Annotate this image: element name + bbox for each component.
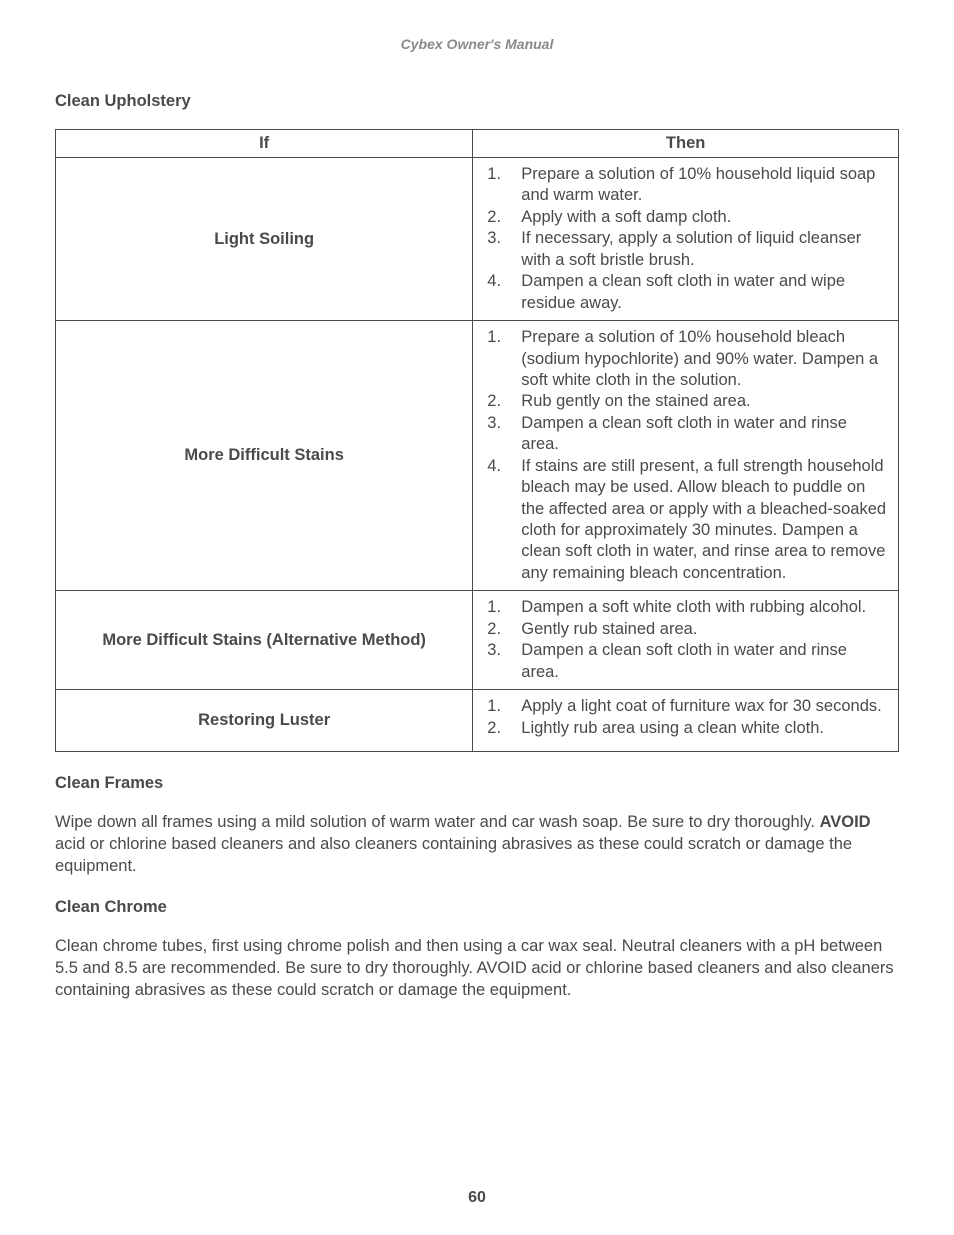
text-part: acid or chlorine based cleaners and also… [55,835,852,875]
step-num: 1. [483,696,521,717]
step-text: Dampen a clean soft cloth in water and r… [521,640,888,683]
step-text: Lightly rub area using a clean white clo… [521,718,888,739]
step-num: 1. [483,164,521,185]
clean-chrome-paragraph: Clean chrome tubes, first using chrome p… [55,935,899,1002]
step-text: Apply a light coat of furniture wax for … [521,696,888,717]
step-num: 2. [483,718,521,739]
step-text: Apply with a soft damp cloth. [521,207,888,228]
then-cell: 1.Dampen a soft white cloth with rubbing… [473,591,899,690]
then-cell: 1.Prepare a solution of 10% household bl… [473,321,899,591]
step-num: 2. [483,391,521,412]
step-num: 4. [483,271,521,292]
step-text: Dampen a clean soft cloth in water and w… [521,271,888,314]
step-text: Gently rub stained area. [521,619,888,640]
step-num: 3. [483,640,521,661]
then-cell: 1.Prepare a solution of 10% household li… [473,158,899,321]
table-row: Restoring Luster 1.Apply a light coat of… [56,690,899,752]
step-num: 1. [483,327,521,348]
upholstery-table: If Then Light Soiling 1.Prepare a soluti… [55,129,899,752]
section-clean-upholstery-title: Clean Upholstery [55,92,899,111]
step-text: Rub gently on the stained area. [521,391,888,412]
table-row: More Difficult Stains 1.Prepare a soluti… [56,321,899,591]
step-text: Prepare a solution of 10% household blea… [521,327,888,391]
section-clean-frames-title: Clean Frames [55,774,899,793]
if-cell: More Difficult Stains [56,321,473,591]
page-number: 60 [0,1189,954,1207]
if-cell: Restoring Luster [56,690,473,752]
if-cell: Light Soiling [56,158,473,321]
document-header: Cybex Owner's Manual [55,36,899,52]
step-text: Prepare a solution of 10% household liqu… [521,164,888,207]
then-cell: 1.Apply a light coat of furniture wax fo… [473,690,899,752]
step-num: 1. [483,597,521,618]
table-row: Light Soiling 1.Prepare a solution of 10… [56,158,899,321]
table-row: More Difficult Stains (Alternative Metho… [56,591,899,690]
section-clean-chrome-title: Clean Chrome [55,898,899,917]
step-num: 2. [483,619,521,640]
step-num: 4. [483,456,521,477]
if-cell: More Difficult Stains (Alternative Metho… [56,591,473,690]
step-num: 3. [483,413,521,434]
clean-frames-paragraph: Wipe down all frames using a mild soluti… [55,811,899,878]
step-text: Dampen a clean soft cloth in water and r… [521,413,888,456]
step-text: If stains are still present, a full stre… [521,456,888,585]
step-text: If necessary, apply a solution of liquid… [521,228,888,271]
text-part: Wipe down all frames using a mild soluti… [55,813,820,831]
col-then-header: Then [473,130,899,158]
step-text: Dampen a soft white cloth with rubbing a… [521,597,888,618]
step-num: 2. [483,207,521,228]
col-if-header: If [56,130,473,158]
step-num: 3. [483,228,521,249]
avoid-bold: AVOID [820,813,871,831]
